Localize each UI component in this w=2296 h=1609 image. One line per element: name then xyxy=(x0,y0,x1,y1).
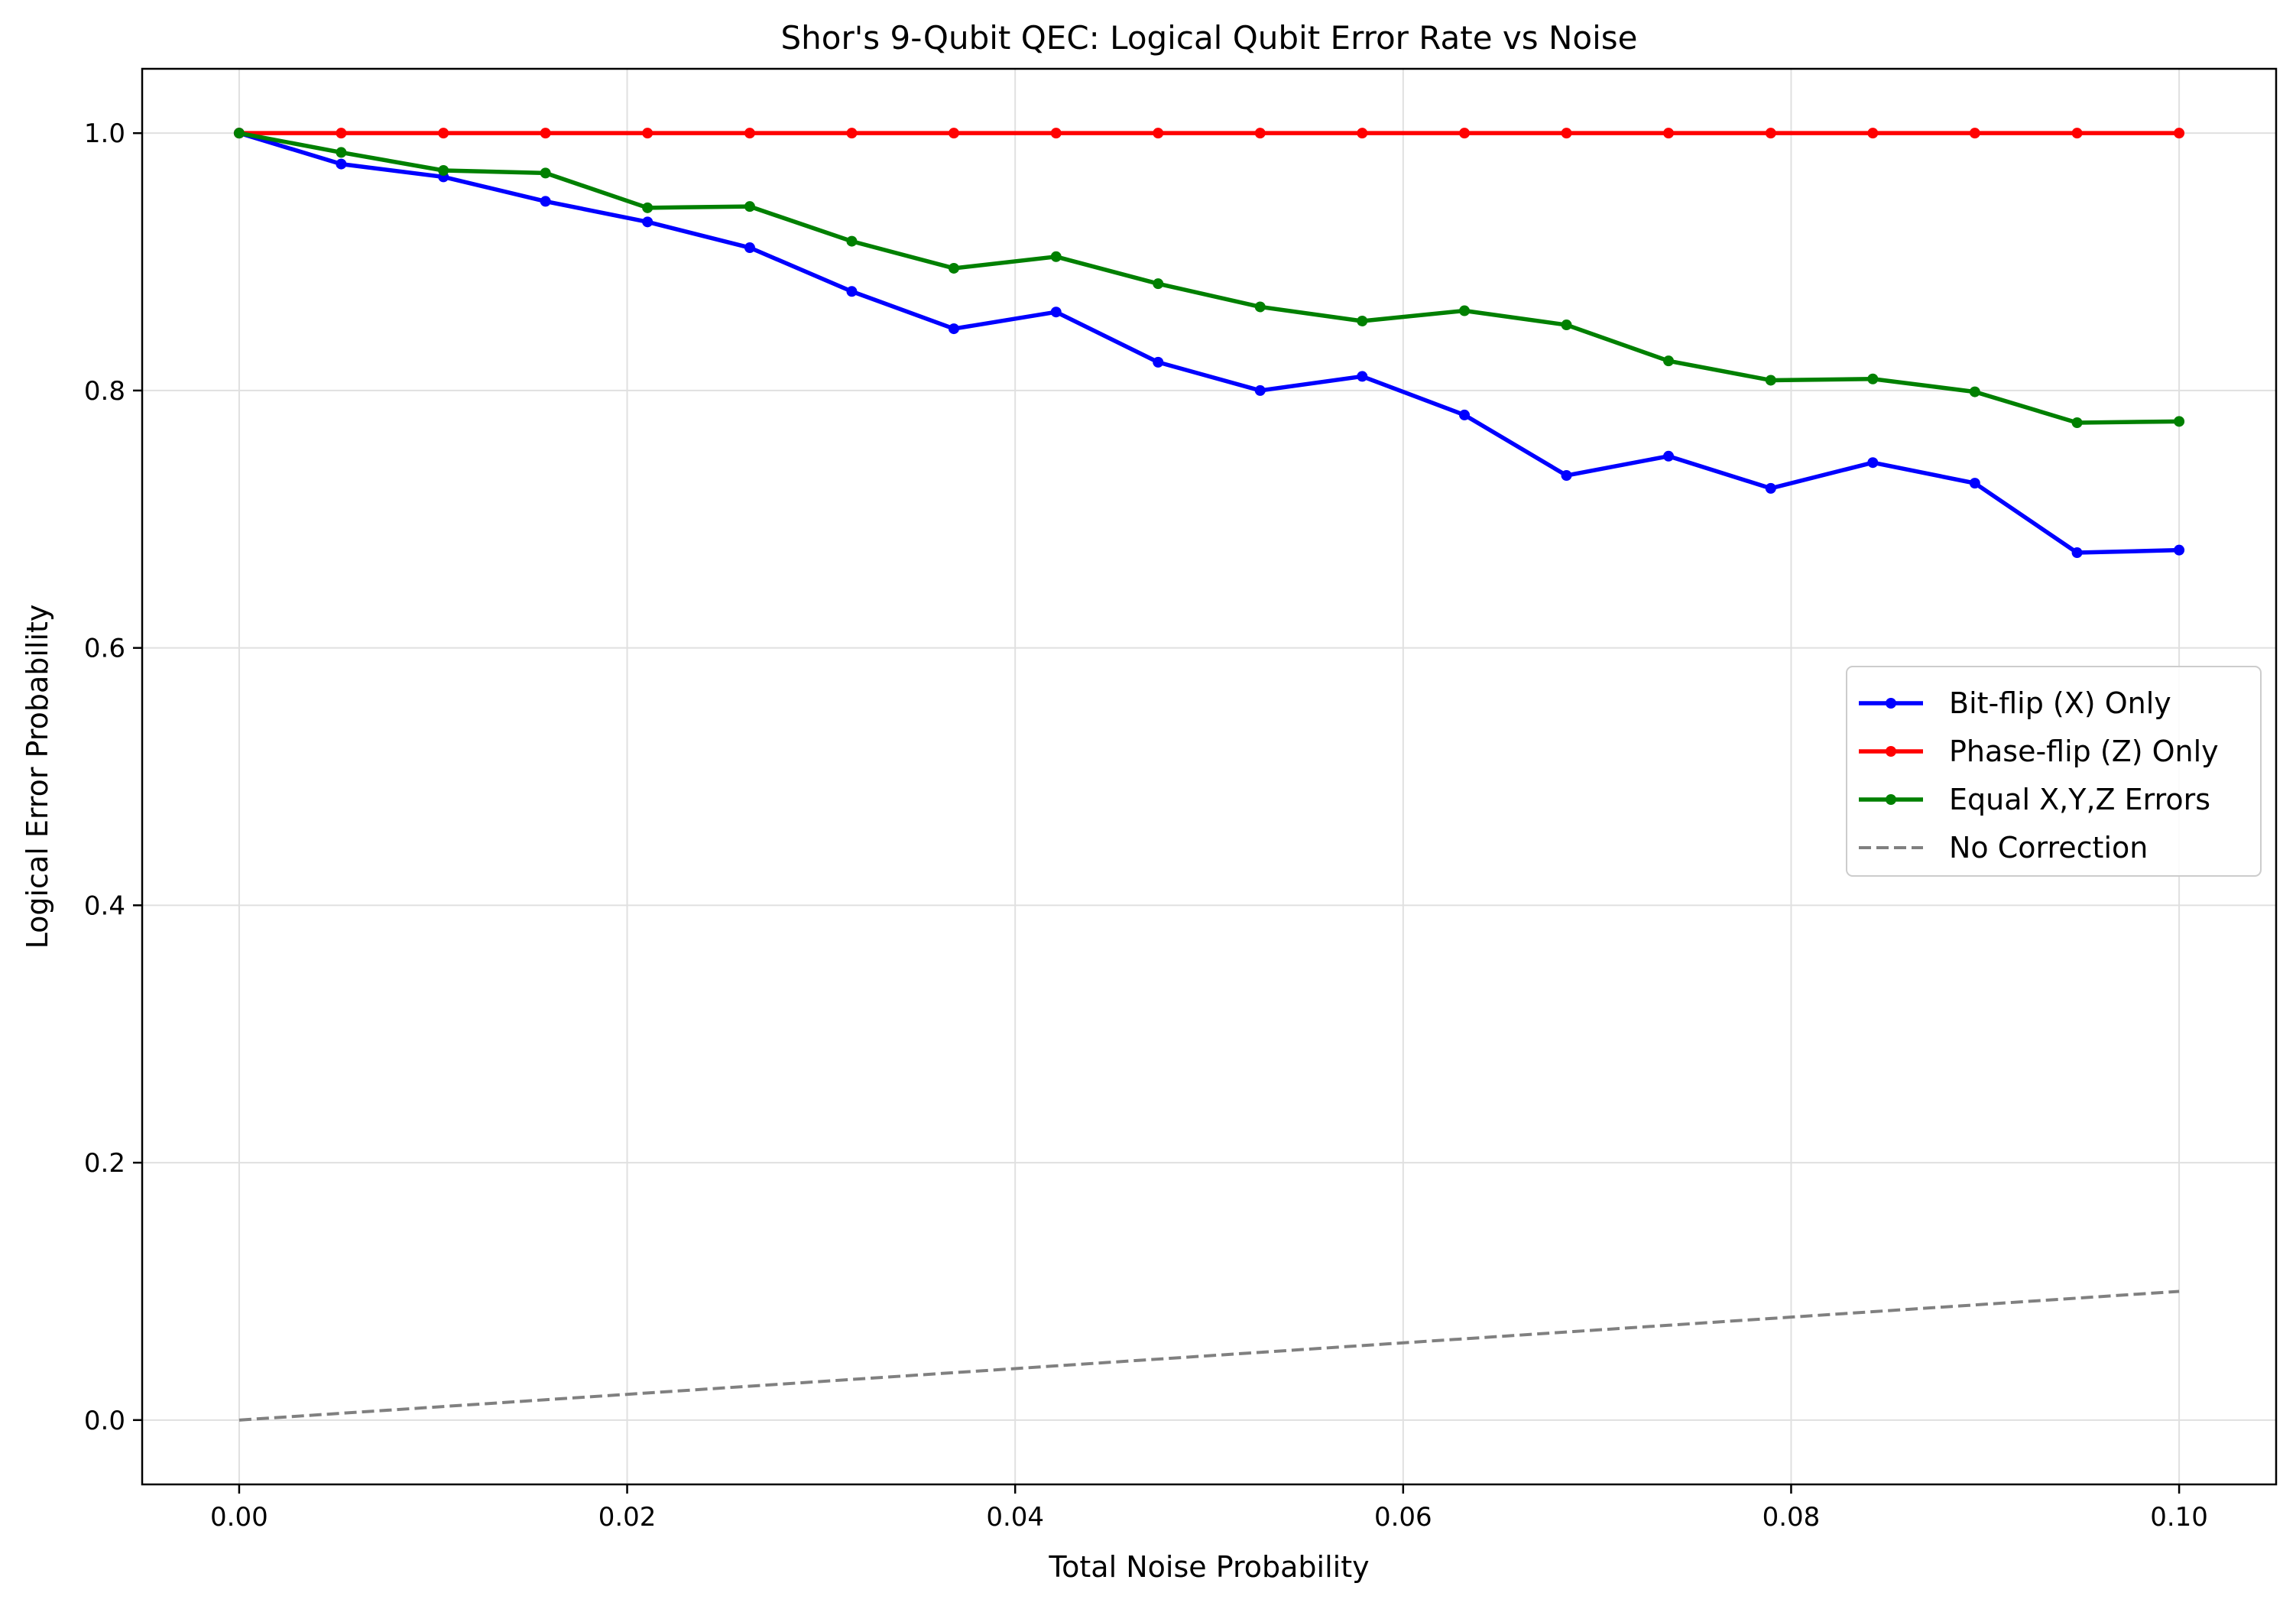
series-line xyxy=(238,1289,2180,1422)
data-point xyxy=(744,242,755,254)
y-tick-label: 0.6 xyxy=(84,634,125,664)
legend-box xyxy=(1846,666,2262,877)
series-1 xyxy=(233,128,2185,559)
data-point xyxy=(540,167,551,179)
data-point xyxy=(336,158,347,170)
data-point xyxy=(336,128,347,139)
y-tick-label: 1.0 xyxy=(84,118,125,149)
legend-item: Phase-flip (Z) Only xyxy=(1859,735,2219,768)
legend-item: Equal X,Y,Z Errors xyxy=(1859,783,2210,816)
x-tick-label: 0.10 xyxy=(2150,1502,2208,1533)
legend-marker xyxy=(1886,794,1896,805)
data-point xyxy=(1459,409,1471,420)
data-point xyxy=(2174,416,2185,427)
data-point xyxy=(948,323,959,335)
data-point xyxy=(744,128,755,139)
data-point xyxy=(642,216,653,228)
x-tick-label: 0.02 xyxy=(598,1502,657,1533)
data-point xyxy=(1050,307,1062,318)
series-4 xyxy=(238,1289,2180,1422)
legend-item: Bit-flip (X) Only xyxy=(1859,686,2171,720)
data-point xyxy=(1357,371,1368,382)
data-point xyxy=(336,147,347,158)
legend: Bit-flip (X) Only Phase-flip (Z) Only Equa… xyxy=(1846,666,2262,877)
y-tick-label: 0.8 xyxy=(84,376,125,407)
data-point xyxy=(1254,384,1266,396)
legend-marker xyxy=(1886,698,1896,709)
data-point xyxy=(1561,128,1572,139)
data-point xyxy=(1153,128,1164,139)
chart-title: Shor's 9-Qubit QEC: Logical Qubit Error … xyxy=(780,19,1637,57)
series-line xyxy=(237,131,2181,425)
x-tick-label: 0.00 xyxy=(210,1502,268,1533)
data-point xyxy=(1867,457,1879,469)
x-tick-label: 0.08 xyxy=(1763,1502,1821,1533)
data-point xyxy=(1050,251,1062,262)
data-point xyxy=(1254,128,1266,139)
x-tick-label: 0.04 xyxy=(986,1502,1044,1533)
data-point xyxy=(1867,373,1879,384)
data-point xyxy=(1969,478,1980,489)
grid-lines xyxy=(142,69,2276,1484)
data-point xyxy=(642,128,653,139)
data-point xyxy=(1969,386,1980,397)
data-point xyxy=(1357,128,1368,139)
data-point xyxy=(1969,128,1980,139)
data-point xyxy=(846,128,858,139)
data-point xyxy=(2174,128,2185,139)
data-point xyxy=(1459,128,1471,139)
data-point xyxy=(1663,450,1675,462)
plot-frame xyxy=(141,67,2278,1486)
data-point xyxy=(2071,417,2083,428)
legend-label: Equal X,Y,Z Errors xyxy=(1949,783,2210,816)
data-point xyxy=(1663,355,1675,367)
data-point xyxy=(540,128,551,139)
axes: 0.00 0.02 0.04 0.06 0.08 0.10 0.0 0.2 0.4 0.6 0.8 1… xyxy=(84,67,2278,1533)
legend-label: Phase-flip (Z) Only xyxy=(1949,735,2219,768)
data-point xyxy=(1050,128,1062,139)
series-3 xyxy=(233,128,2185,428)
data-point xyxy=(2071,128,2083,139)
x-tick-label: 0.06 xyxy=(1374,1502,1432,1533)
data-point xyxy=(846,235,858,247)
data-point xyxy=(1867,128,1879,139)
y-tick-label: 0.0 xyxy=(84,1406,125,1436)
y-axis-label: Logical Error Probability xyxy=(21,605,54,949)
data-point xyxy=(438,165,449,177)
data-point xyxy=(1357,315,1368,326)
data-point xyxy=(744,201,755,212)
y-tick-label: 0.2 xyxy=(84,1148,125,1179)
data-point xyxy=(1765,482,1776,494)
data-point xyxy=(1254,301,1266,313)
series-line xyxy=(237,131,2181,555)
legend-label: No Correction xyxy=(1949,831,2148,865)
data-point xyxy=(233,128,245,139)
x-axis-label: Total Noise Probability xyxy=(1048,1550,1369,1584)
legend-item: No Correction xyxy=(1859,831,2148,865)
data-point xyxy=(2071,547,2083,559)
data-point xyxy=(1663,128,1675,139)
data-point xyxy=(948,128,959,139)
data-point xyxy=(846,286,858,297)
legend-marker xyxy=(1886,746,1896,757)
series-group xyxy=(233,128,2185,1422)
data-point xyxy=(1765,375,1776,386)
data-point xyxy=(642,202,653,213)
data-point xyxy=(540,196,551,207)
data-point xyxy=(1561,470,1572,482)
data-point xyxy=(1153,278,1164,290)
y-tick-label: 0.4 xyxy=(84,890,125,921)
legend-label: Bit-flip (X) Only xyxy=(1949,686,2171,720)
data-point xyxy=(1765,128,1776,139)
data-point xyxy=(948,262,959,274)
data-point xyxy=(1153,356,1164,368)
data-point xyxy=(2174,544,2185,556)
data-point xyxy=(1459,305,1471,316)
data-point xyxy=(1561,320,1572,331)
data-point xyxy=(438,128,449,139)
